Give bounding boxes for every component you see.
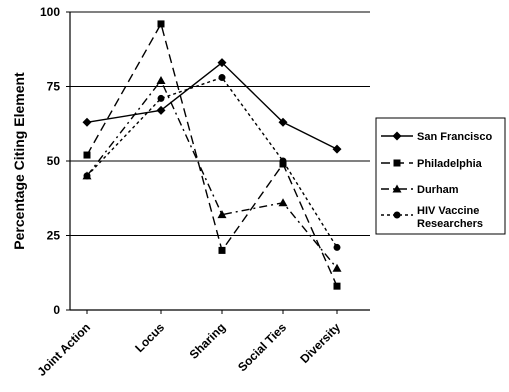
point-durham-2 bbox=[217, 210, 227, 219]
legend-label-hiv-vaccine-researchers-line1: HIV Vaccine bbox=[417, 205, 479, 217]
series-durham bbox=[82, 76, 342, 272]
y-tick-label-50: 50 bbox=[47, 154, 61, 168]
x-tick-label-2: Sharing bbox=[187, 320, 228, 361]
x-tick-label-4: Diversity bbox=[297, 320, 343, 366]
x-tick-label-0: Joint Action bbox=[35, 320, 94, 379]
y-axis-title: Percentage Citing Element bbox=[11, 72, 27, 250]
point-san-francisco-3 bbox=[278, 117, 288, 127]
series-hiv-vaccine-researchers bbox=[83, 74, 341, 251]
point-philadelphia-0 bbox=[83, 151, 91, 159]
grid-lines bbox=[70, 11, 370, 236]
legend: San Francisco Philadelphia Durham HIV Vacci… bbox=[375, 117, 506, 235]
point-hiv-vaccine-researchers-0 bbox=[83, 172, 91, 180]
legend-item-san-francisco: San Francisco bbox=[381, 131, 492, 143]
legend-marker-san-francisco bbox=[392, 131, 402, 141]
point-durham-3 bbox=[278, 198, 288, 207]
point-hiv-vaccine-researchers-3 bbox=[279, 157, 287, 165]
series-line-hiv-vaccine-researchers bbox=[86, 76, 338, 248]
x-tick-labels: Joint Action Locus Sharing Social Ties Diver… bbox=[35, 320, 344, 379]
series-san-francisco bbox=[82, 58, 342, 154]
axes bbox=[66, 11, 370, 314]
point-hiv-vaccine-researchers-1 bbox=[157, 94, 165, 102]
legend-label-philadelphia: Philadelphia bbox=[417, 158, 483, 170]
series-group bbox=[82, 20, 342, 290]
legend-item-philadelphia: Philadelphia bbox=[381, 158, 483, 170]
series-line-durham bbox=[86, 79, 338, 269]
legend-marker-durham bbox=[392, 184, 402, 193]
legend-label-hiv-vaccine-researchers-line2: Researchers bbox=[417, 218, 483, 230]
y-tick-label-25: 25 bbox=[47, 229, 61, 243]
point-san-francisco-1 bbox=[156, 105, 166, 115]
point-san-francisco-2 bbox=[217, 58, 227, 68]
legend-marker-hiv-vaccine-researchers bbox=[393, 211, 401, 219]
point-hiv-vaccine-researchers-4 bbox=[333, 243, 341, 251]
point-san-francisco-4 bbox=[332, 144, 342, 154]
y-tick-labels: 0 25 50 75 100 bbox=[40, 5, 60, 317]
point-san-francisco-0 bbox=[82, 117, 92, 127]
point-durham-4 bbox=[332, 263, 342, 272]
series-line-philadelphia bbox=[86, 22, 338, 287]
point-durham-1 bbox=[156, 76, 166, 85]
point-philadelphia-2 bbox=[218, 246, 226, 254]
y-tick-label-100: 100 bbox=[40, 5, 60, 19]
legend-marker-philadelphia bbox=[393, 159, 401, 167]
y-tick-label-0: 0 bbox=[53, 303, 60, 317]
point-hiv-vaccine-researchers-2 bbox=[218, 74, 226, 82]
legend-item-durham: Durham bbox=[381, 184, 459, 196]
point-philadelphia-1 bbox=[157, 20, 165, 28]
x-tick-label-1: Locus bbox=[132, 320, 167, 355]
point-philadelphia-4 bbox=[333, 282, 341, 290]
legend-label-san-francisco: San Francisco bbox=[417, 131, 492, 143]
legend-label-durham: Durham bbox=[417, 184, 459, 196]
series-philadelphia bbox=[83, 20, 341, 290]
y-tick-label-75: 75 bbox=[47, 80, 61, 94]
x-tick-label-3: Social Ties bbox=[235, 320, 289, 374]
